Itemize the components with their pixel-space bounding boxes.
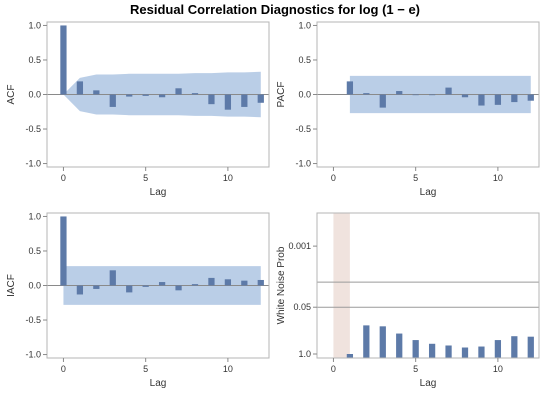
bar-lag-12 [527,336,534,358]
bar-lag-8 [461,94,469,98]
bar-lag-11 [241,280,248,286]
acf-panel: 1.0 0.5 0.0 -0.5 -1.0 0 5 10 Lag ACF [6,20,270,198]
iacf-panel: 1.0 0.5 0.0 -0.5 -1.0 0 5 10 Lag IACF [6,211,270,389]
bar-lag-8 [191,284,199,286]
bar-lag-4 [126,94,133,97]
bar-lag-3 [109,94,116,107]
y-tick-label: 0.0 [298,90,311,100]
bar-lag-3 [109,270,116,286]
x-tick-label: 10 [493,173,503,183]
y-axis-label: White Noise Prob [276,246,287,324]
bar-lag-1 [76,81,84,95]
bar-lag-6 [158,94,166,98]
y-tick-label: 1.0 [28,20,41,30]
plot-frame [316,212,540,359]
y-tick-label: 1.0 [298,349,311,359]
x-tick-label: 5 [143,364,148,374]
y-tick-label: 0.5 [28,55,41,65]
y-tick-label: 0.0 [28,90,41,100]
bar-lag-8 [461,347,469,358]
bar-lag-9 [208,277,215,286]
x-tick-label: 10 [493,364,503,374]
bar-lag-0 [60,25,67,95]
bar-lag-5 [142,94,149,96]
x-axis-label: Lag [420,378,437,389]
bar-lag-7 [175,88,182,95]
x-tick-label: 0 [331,364,336,374]
bar-lag-0 [60,216,67,286]
bar-lag-11 [241,94,248,107]
bar-lag-8 [191,93,199,95]
x-axis-label: Lag [150,187,167,198]
x-axis-label: Lag [150,378,167,389]
bar-lag-1 [76,285,84,295]
y-tick-label: -0.5 [25,124,41,134]
bar-lag-5 [412,94,419,96]
bar-lag-7 [175,285,182,291]
bar-lag-6 [428,343,436,358]
bar-lag-2 [363,93,370,95]
y-tick-label: 0.05 [293,302,311,312]
y-axis-label: IACF [6,274,17,297]
x-tick-label: 10 [223,364,233,374]
x-axis-label: Lag [420,187,437,198]
figure-title: Residual Correlation Diagnostics for log… [129,2,421,17]
x-tick-label: 5 [413,364,418,374]
highlight-region [333,213,350,358]
bar-lag-10 [494,340,502,358]
x-tick-label: 5 [143,173,148,183]
bar-lag-7 [445,87,452,95]
bar-lag-5 [412,340,419,358]
bar-lag-1 [346,354,354,358]
bar-lag-4 [396,91,403,95]
y-tick-label: 1.0 [298,20,311,30]
y-tick-label: -1.0 [295,159,311,169]
bar-lag-4 [396,333,403,358]
y-tick-label: -0.5 [295,124,311,134]
bar-lag-1 [346,81,354,95]
x-tick-label: 0 [331,173,336,183]
x-tick-label: 0 [61,364,66,374]
bar-lag-4 [126,285,133,293]
y-tick-label: -1.0 [25,350,41,360]
y-tick-label: 0.001 [288,241,311,251]
bar-lag-12 [257,279,264,286]
y-tick-label: 0.5 [298,55,311,65]
bar-lag-7 [445,345,452,358]
bar-lag-11 [511,94,518,103]
bar-lag-3 [379,326,386,358]
bar-lag-6 [158,282,166,286]
bar-lag-12 [257,94,264,103]
bar-lag-9 [208,94,215,105]
x-tick-label: 10 [223,173,233,183]
bar-lag-10 [224,94,232,110]
bar-lag-10 [494,94,502,105]
bar-lag-9 [478,346,485,358]
bar-lag-9 [478,94,485,106]
y-tick-label: 0.0 [28,281,41,291]
y-tick-label: -1.0 [25,159,41,169]
bar-lag-3 [379,94,386,108]
bar-lag-2 [93,285,100,289]
y-axis-label: PACF [276,82,287,108]
bar-lag-11 [511,336,518,358]
x-tick-label: 0 [61,173,66,183]
bar-lag-10 [224,279,232,286]
bar-lag-2 [363,325,370,358]
white-noise-panel: 0.001 0.05 1.0 0 5 10 Lag White Noise Prob [276,212,540,389]
y-tick-label: -0.5 [25,315,41,325]
bar-lag-2 [93,90,100,95]
y-tick-label: 0.5 [28,246,41,256]
bar-lag-5 [142,285,149,287]
bar-lag-6 [428,94,436,96]
y-axis-label: ACF [6,85,17,105]
bar-lag-12 [527,94,534,101]
y-tick-label: 1.0 [28,211,41,221]
pacf-panel: 1.0 0.5 0.0 -0.5 -1.0 0 5 10 Lag PACF [276,20,540,198]
x-tick-label: 5 [413,173,418,183]
